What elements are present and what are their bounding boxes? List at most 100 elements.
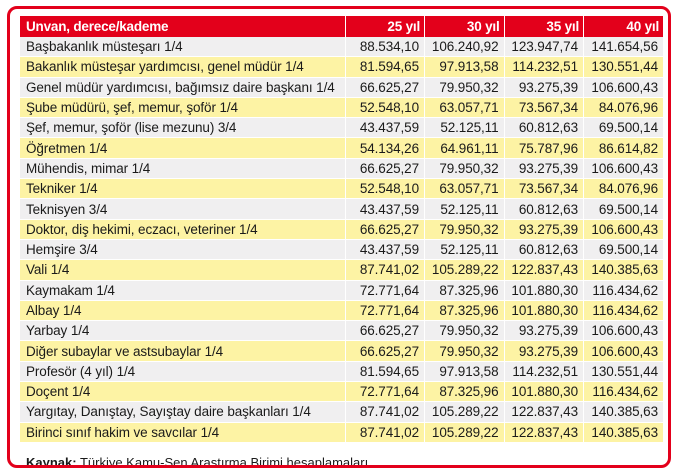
row-value: 69.500,14	[583, 239, 663, 261]
row-value: 69.500,14	[583, 117, 663, 139]
row-value: 106.240,92	[424, 37, 505, 58]
row-value: 105.289,22	[424, 259, 505, 281]
row-value: 66.625,27	[345, 158, 425, 180]
row-title: Yargıtay, Danıştay, Sayıştay daire başka…	[20, 401, 346, 423]
table-row: Doktor, diş hekimi, eczacı, veteriner 1/…	[20, 219, 663, 240]
row-value: 122.837,43	[504, 259, 584, 281]
row-value: 66.625,27	[345, 77, 425, 98]
row-value: 93.275,39	[504, 219, 584, 240]
row-value: 141.654,56	[583, 37, 663, 58]
row-value: 52.125,11	[424, 239, 505, 261]
table-body: Başbakanlık müsteşarı 1/4 88.534,10 106.24…	[20, 37, 663, 443]
row-value: 66.625,27	[345, 340, 425, 362]
row-value: 130.551,44	[583, 361, 663, 383]
row-title: Albay 1/4	[20, 300, 346, 322]
header-35: 35 yıl	[504, 16, 584, 37]
row-value: 106.600,43	[583, 158, 663, 180]
table-row: Profesör (4 yıl) 1/4 81.594,65 97.913,58 11…	[20, 361, 663, 383]
table-row: Şube müdürü, şef, memur, şoför 1/4 52.548…	[20, 97, 663, 119]
row-value: 140.385,63	[583, 259, 663, 281]
row-value: 123.947,74	[504, 37, 584, 58]
row-value: 130.551,44	[583, 56, 663, 78]
row-value: 93.275,39	[504, 340, 584, 362]
row-value: 105.289,22	[424, 422, 505, 443]
table-row: Birinci sınıf hakim ve savcılar 1/4 87.74…	[20, 422, 663, 443]
row-value: 93.275,39	[504, 320, 584, 342]
row-value: 84.076,96	[583, 178, 663, 200]
row-title: Tekniker 1/4	[20, 178, 346, 200]
row-value: 63.057,71	[424, 178, 505, 200]
row-value: 79.950,32	[424, 158, 505, 180]
row-value: 81.594,65	[345, 361, 425, 383]
row-value: 86.614,82	[583, 137, 663, 159]
table-row: Albay 1/4 72.771,64 87.325,96 101.880,30 116…	[20, 300, 663, 322]
row-title: Doçent 1/4	[20, 381, 346, 403]
table-row: Yargıtay, Danıştay, Sayıştay daire başka…	[20, 401, 663, 423]
row-value: 87.325,96	[424, 381, 505, 403]
row-value: 79.950,32	[424, 320, 505, 342]
source-note: Kaynak: Türkiye Kamu-Sen Araştırma Birim…	[26, 455, 372, 468]
header-25: 25 yıl	[345, 16, 425, 37]
row-value: 87.741,02	[345, 422, 425, 443]
row-value: 72.771,64	[345, 300, 425, 322]
row-value: 66.625,27	[345, 219, 425, 240]
row-value: 43.437,59	[345, 117, 425, 139]
table-row: Yarbay 1/4 66.625,27 79.950,32 93.275,39 106…	[20, 320, 663, 342]
row-value: 101.880,30	[504, 300, 584, 322]
row-value: 84.076,96	[583, 97, 663, 119]
table-row: Diğer subaylar ve astsubaylar 1/4 66.625,…	[20, 340, 663, 362]
row-value: 122.837,43	[504, 401, 584, 423]
row-value: 52.125,11	[424, 117, 505, 139]
row-title: Öğretmen 1/4	[20, 137, 346, 159]
row-title: Diğer subaylar ve astsubaylar 1/4	[20, 340, 346, 362]
row-value: 64.961,11	[424, 137, 505, 159]
row-value: 87.741,02	[345, 401, 425, 423]
row-value: 43.437,59	[345, 198, 425, 220]
row-value: 116.434,62	[583, 300, 663, 322]
row-value: 116.434,62	[583, 280, 663, 301]
row-title: Yarbay 1/4	[20, 320, 346, 342]
row-value: 106.600,43	[583, 219, 663, 240]
row-title: Şube müdürü, şef, memur, şoför 1/4	[20, 97, 346, 119]
row-value: 87.325,96	[424, 280, 505, 301]
row-value: 60.812,63	[504, 198, 584, 220]
row-value: 79.950,32	[424, 219, 505, 240]
row-value: 73.567,34	[504, 97, 584, 119]
row-value: 43.437,59	[345, 239, 425, 261]
row-title: Teknisyen 3/4	[20, 198, 346, 220]
table-row: Başbakanlık müsteşarı 1/4 88.534,10 106.24…	[20, 37, 663, 58]
row-value: 106.600,43	[583, 340, 663, 362]
row-title: Başbakanlık müsteşarı 1/4	[20, 37, 346, 58]
table-row: Tekniker 1/4 52.548,10 63.057,71 73.567,34 8…	[20, 178, 663, 200]
row-title: Genel müdür yardımcısı, bağımsız daire b…	[20, 77, 346, 98]
row-title: Vali 1/4	[20, 259, 346, 281]
header-row: Unvan, derece/kademe 25 yıl 30 yıl 35 yı…	[20, 16, 663, 37]
row-title: Hemşire 3/4	[20, 239, 346, 261]
row-title: Doktor, diş hekimi, eczacı, veteriner 1/…	[20, 219, 346, 240]
header-30: 30 yıl	[424, 16, 505, 37]
row-value: 97.913,58	[424, 56, 505, 78]
source-text: Türkiye Kamu-Sen Araştırma Birimi hesapl…	[76, 455, 372, 468]
row-value: 87.325,96	[424, 300, 505, 322]
row-value: 106.600,43	[583, 320, 663, 342]
row-value: 52.125,11	[424, 198, 505, 220]
row-title: Mühendis, mimar 1/4	[20, 158, 346, 180]
row-value: 60.812,63	[504, 239, 584, 261]
row-title: Profesör (4 yıl) 1/4	[20, 361, 346, 383]
row-value: 66.625,27	[345, 320, 425, 342]
row-value: 114.232,51	[504, 361, 584, 383]
salary-table: Unvan, derece/kademe 25 yıl 30 yıl 35 yı…	[20, 16, 663, 443]
table-row: Genel müdür yardımcısı, bağımsız daire b…	[20, 77, 663, 98]
table-row: Öğretmen 1/4 54.134,26 64.961,11 75.787,96 8…	[20, 137, 663, 159]
row-value: 54.134,26	[345, 137, 425, 159]
row-value: 101.880,30	[504, 280, 584, 301]
row-value: 106.600,43	[583, 77, 663, 98]
header-40: 40 yıl	[583, 16, 663, 37]
row-value: 93.275,39	[504, 77, 584, 98]
row-title: Şef, memur, şoför (lise mezunu) 3/4	[20, 117, 346, 139]
row-value: 72.771,64	[345, 280, 425, 301]
row-value: 72.771,64	[345, 381, 425, 403]
row-value: 73.567,34	[504, 178, 584, 200]
row-title: Birinci sınıf hakim ve savcılar 1/4	[20, 422, 346, 443]
row-value: 116.434,62	[583, 381, 663, 403]
